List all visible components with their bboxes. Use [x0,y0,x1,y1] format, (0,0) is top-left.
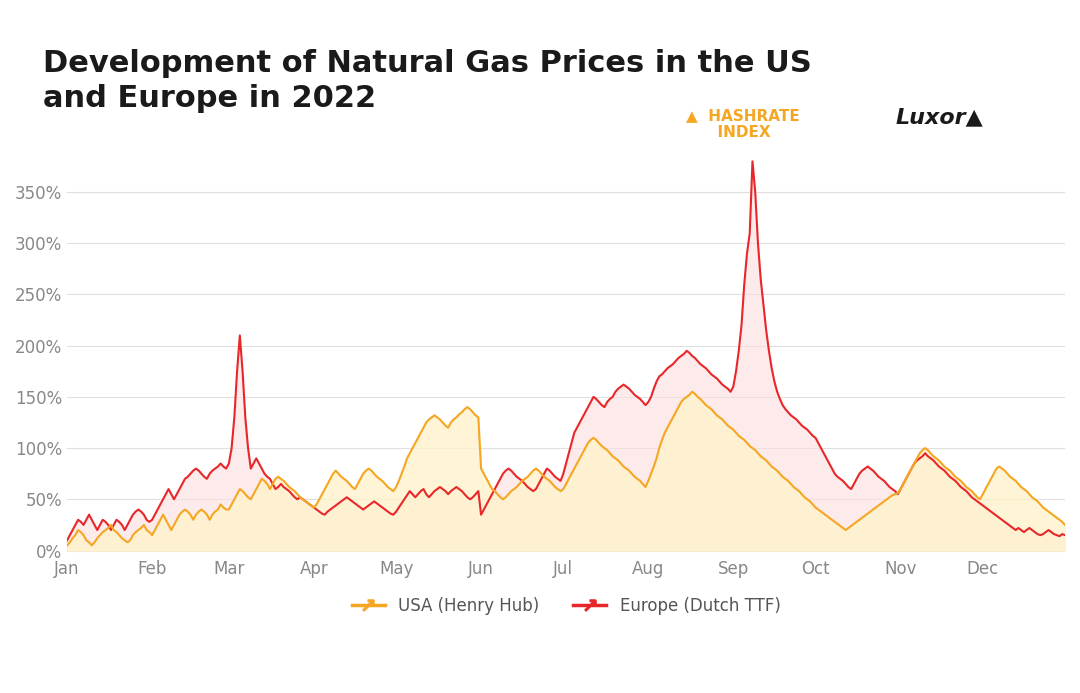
Text: ▲  HASHRATE
      INDEX: ▲ HASHRATE INDEX [686,107,799,140]
Text: Luxor▲: Luxor▲ [895,107,983,128]
Legend: USA (Henry Hub), Europe (Dutch TTF): USA (Henry Hub), Europe (Dutch TTF) [345,590,787,622]
Text: Development of Natural Gas Prices in the US
and Europe in 2022: Development of Natural Gas Prices in the… [43,49,812,114]
